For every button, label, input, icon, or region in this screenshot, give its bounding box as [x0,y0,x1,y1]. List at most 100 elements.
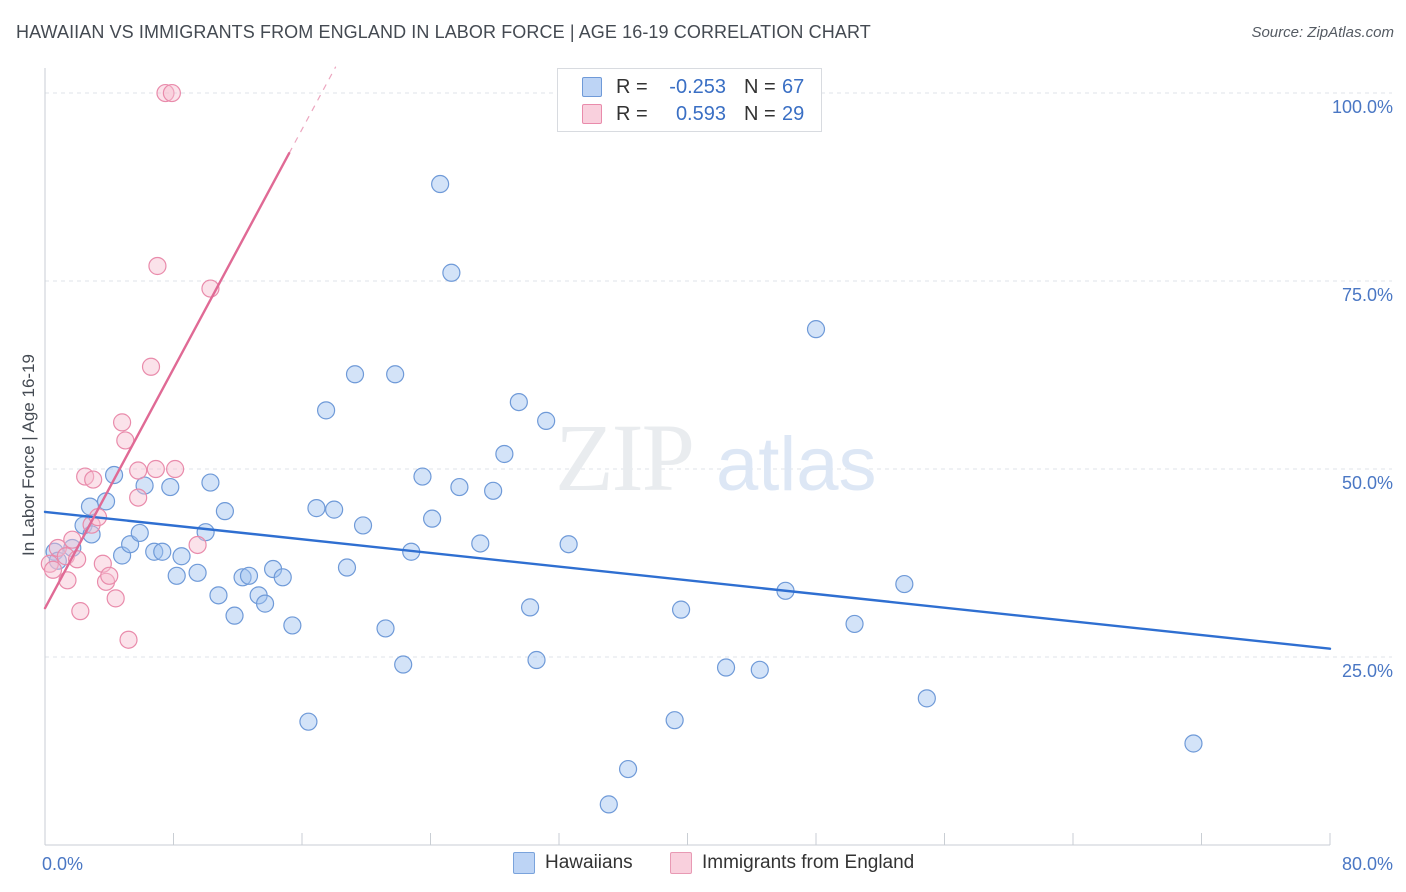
data-point-hawaiians [671,600,691,619]
y-tick-label: 75.0% [1342,285,1393,305]
data-point-hawaiians [386,365,405,384]
correlation-legend: R = -0.253 N = 67 R = 0.593 N = 29 [557,68,822,132]
series-hawaiians [45,174,1203,814]
data-point-hawaiians [225,606,244,625]
legend-item-hawaiians[interactable]: Hawaiians [513,852,633,874]
legend-label-hawaiians: Hawaiians [545,852,633,873]
data-point-hawaiians [495,444,514,464]
legend-r-value: 0.593 [675,102,726,125]
data-point-hawaiians [559,535,578,554]
data-point-hawaiians [413,467,432,486]
data-point-hawaiians [130,523,149,543]
series-legend: Hawaiians Immigrants from England [0,852,1406,876]
data-point-hawaiians [750,660,769,679]
data-point-hawaiians [1184,734,1203,753]
chart-source: Source: ZipAtlas.com [1251,24,1394,41]
y-tick-label: 50.0% [1342,473,1393,493]
y-tick-label: 100.0% [1332,97,1393,117]
watermark-zip: ZIP [555,404,693,511]
data-point-england [119,630,138,649]
legend-n-value: 67 [782,75,805,98]
x-tick-label: 80.0% [1342,854,1393,874]
legend-n-value: 29 [782,102,805,125]
trend-line-hawaiians [43,510,1332,650]
legend-item-england[interactable]: Immigrants from England [670,852,914,874]
data-point-hawaiians [431,174,450,194]
data-point-england [84,470,103,489]
legend-r-label: R = [616,75,648,98]
y-tick-label: 25.0% [1342,661,1393,681]
data-point-hawaiians [618,759,638,779]
data-point-hawaiians [806,320,826,339]
data-point-hawaiians [167,566,186,585]
data-point-england [146,459,165,479]
legend-swatch-england [670,852,692,874]
data-point-hawaiians [917,689,936,708]
data-point-england [43,560,63,579]
data-point-hawaiians [201,473,220,492]
data-point-england [129,461,148,480]
legend-n-label: N = [744,75,776,98]
data-point-hawaiians [239,566,259,585]
data-point-hawaiians [527,650,546,670]
data-point-hawaiians [537,411,556,430]
data-point-england [166,459,185,479]
grid-lines [45,92,1392,658]
legend-swatch-hawaiians [513,852,535,874]
data-point-england [162,83,181,103]
chart-title: HAWAIIAN VS IMMIGRANTS FROM ENGLAND IN L… [16,22,871,42]
x-tick-label: 0.0% [42,854,83,874]
data-point-hawaiians [325,500,344,519]
trend-line-england-extension [288,66,337,154]
data-point-hawaiians [273,568,292,587]
data-point-england [71,602,90,621]
data-point-hawaiians [161,477,180,497]
data-point-england [129,488,148,507]
data-point-hawaiians [394,655,413,674]
legend-n-label: N = [744,102,776,125]
y-axis-label: In Labor Force | Age 16-19 [19,354,38,556]
tick-labels: 25.0% 50.0% 75.0% 100.0% 0.0% 80.0% [42,97,1393,874]
data-point-hawaiians [172,547,191,566]
data-point-hawaiians [215,502,234,521]
data-point-hawaiians [376,619,395,638]
trend-line-england [43,151,291,610]
data-point-hawaiians [353,516,373,535]
data-point-england [112,413,132,432]
data-point-hawaiians [895,574,914,594]
data-point-hawaiians [283,616,302,635]
data-point-hawaiians [316,401,336,420]
data-point-hawaiians [307,499,326,518]
legend-swatch-hawaiians [582,77,602,97]
data-point-hawaiians [188,563,207,582]
data-point-hawaiians [153,542,172,561]
data-point-hawaiians [665,711,684,730]
watermark-atlas: atlas [716,422,877,507]
data-point-hawaiians [209,586,228,605]
axes [44,68,1331,846]
data-point-hawaiians [450,477,469,497]
data-point-hawaiians [509,392,528,412]
data-point-england [106,589,125,608]
legend-row-england: R = 0.593 N = 29 [582,102,804,126]
data-point-hawaiians [233,568,252,587]
data-point-hawaiians [442,263,461,282]
data-point-hawaiians [520,598,540,617]
legend-label-england: Immigrants from England [702,852,915,873]
watermark: ZIP atlas [555,404,877,511]
data-point-hawaiians [716,658,736,677]
data-point-hawaiians [423,509,442,528]
legend-r-value: -0.253 [669,75,726,98]
data-point-hawaiians [255,594,275,613]
data-point-england [58,571,77,590]
data-point-hawaiians [337,558,357,577]
legend-r-label: R = [616,102,648,125]
data-point-england [156,83,175,103]
data-point-england [148,256,167,276]
trend-lines [43,66,1332,650]
data-point-hawaiians [471,534,490,553]
data-point-england [188,535,207,555]
data-point-england [100,566,119,585]
data-point-hawaiians [484,481,503,500]
